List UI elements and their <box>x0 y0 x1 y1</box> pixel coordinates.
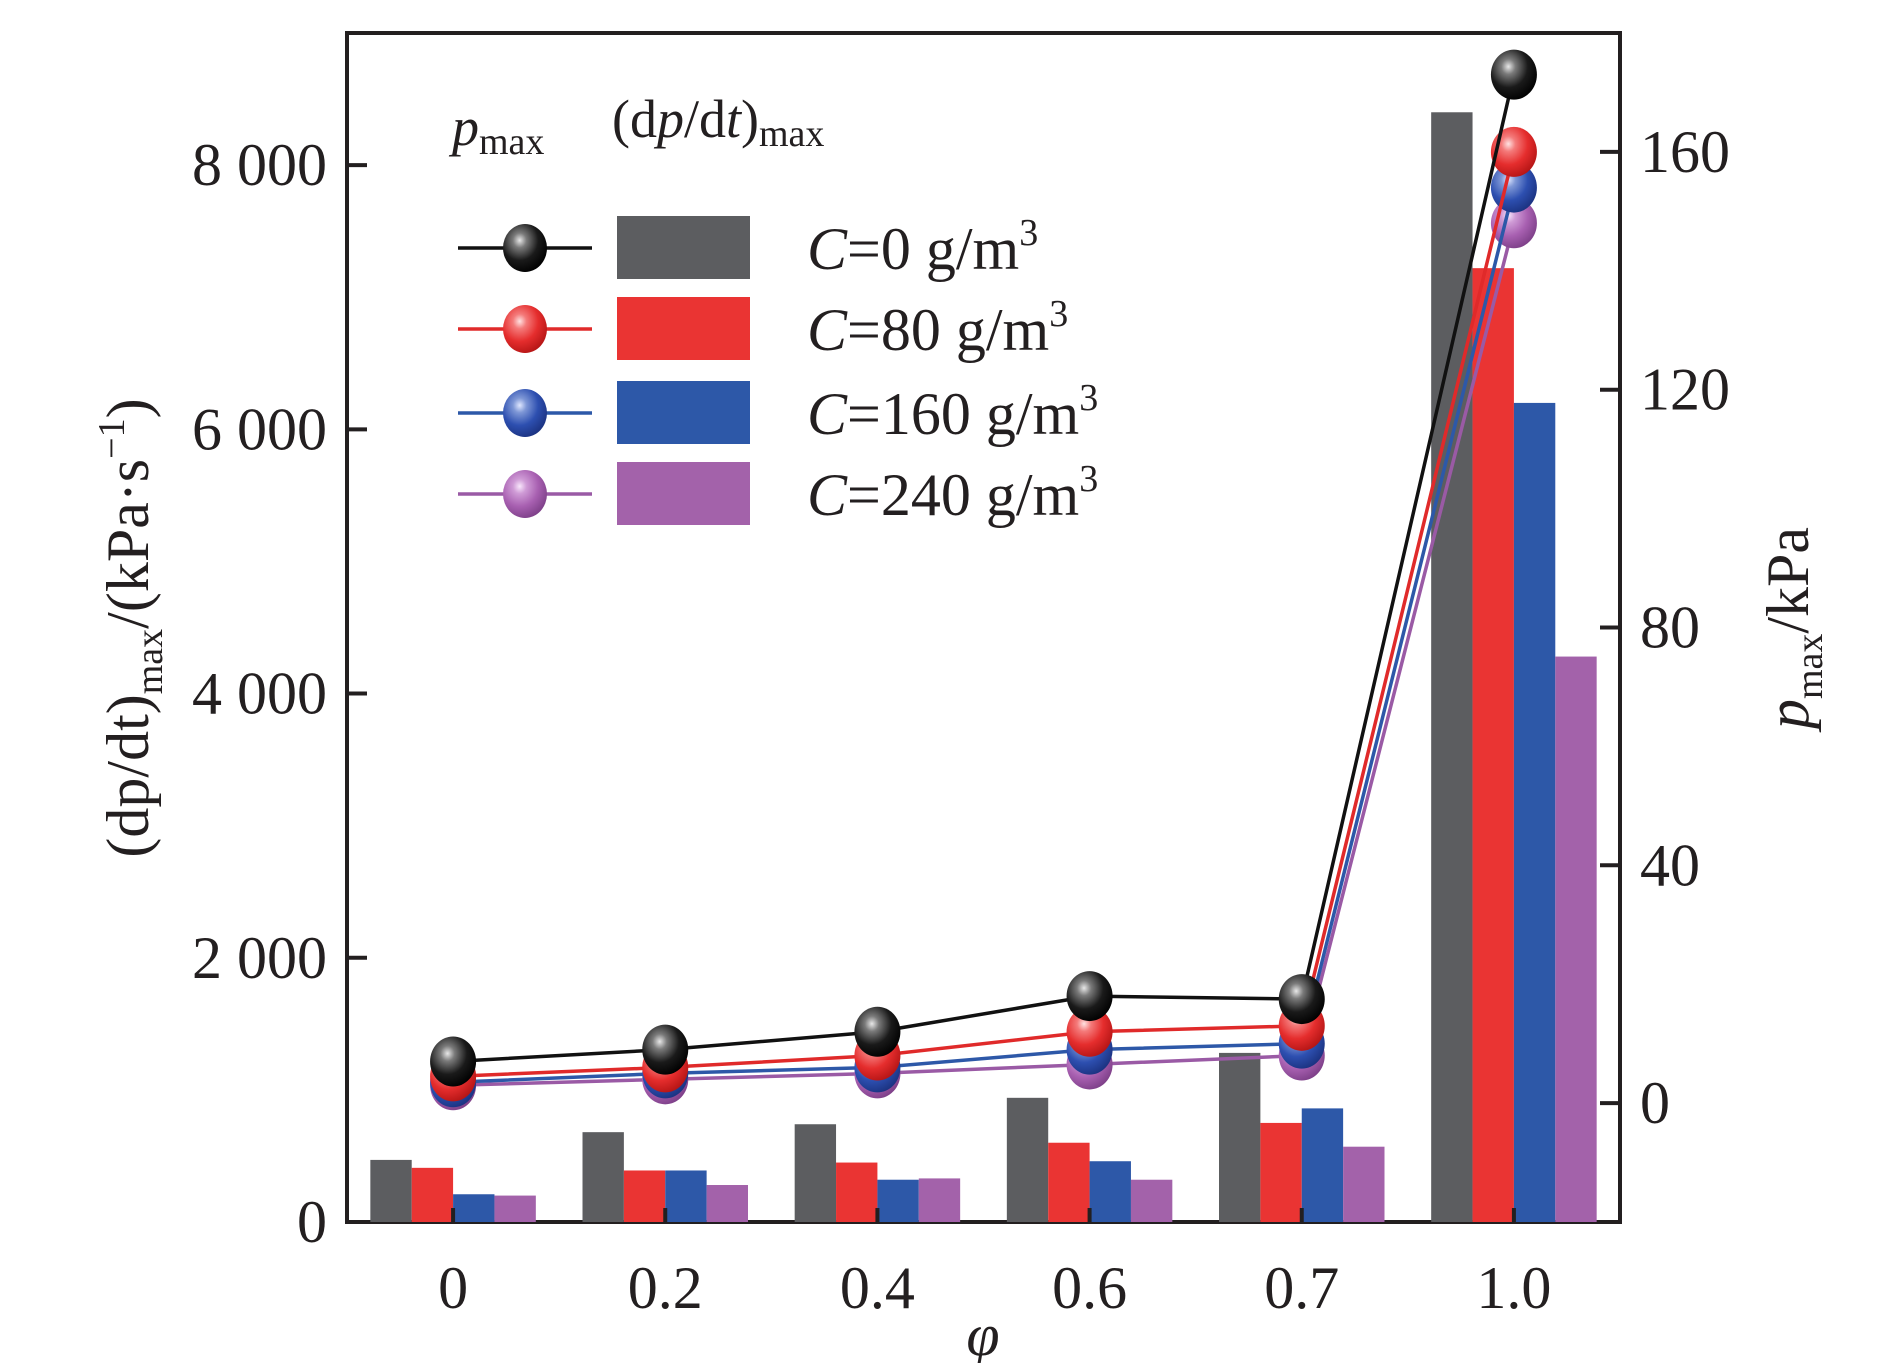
line-series-0 <box>452 74 1516 1064</box>
y-right-tick-label: 40 <box>1640 832 1700 898</box>
bar-0.6-series-2 <box>1089 1161 1131 1222</box>
marker-0.6-series-1 <box>1066 1006 1113 1057</box>
legend-swatch-series-1 <box>617 297 750 360</box>
bar-0.4-series-2 <box>877 1179 919 1222</box>
y-left-tick-label: 4 000 <box>192 661 327 727</box>
bar-0-series-3 <box>494 1195 536 1222</box>
bar-0-series-1 <box>411 1167 454 1222</box>
x-tick-label: 0.2 <box>628 1255 703 1321</box>
legend-label-series-0: C=0 g/m3 <box>807 212 1038 282</box>
lines-layer <box>430 49 1537 1111</box>
y-right-axis-title: pmax/kPa <box>1755 527 1831 733</box>
line-series-3 <box>453 222 1516 1088</box>
bar-0.2-series-3 <box>706 1185 748 1222</box>
bar-0.4-series-1 <box>836 1162 878 1222</box>
bar-1.0-series-0 <box>1431 112 1473 1222</box>
bar-0.2-series-0 <box>582 1132 624 1222</box>
ticks-layer: 0 2 000 4 000 6 000 8 000 0 40 80 120 160 0 0.2 0.4 0… <box>192 119 1730 1321</box>
y-left-axis-title: (dp/dt)max/(kPa·s−1) <box>91 398 171 857</box>
bar-0.2-series-1 <box>623 1170 666 1222</box>
y-right-tick-label: 0 <box>1640 1070 1670 1136</box>
marker-1.0-series-1 <box>1490 126 1537 177</box>
marker-0-series-0 <box>430 1036 477 1087</box>
bar-0.7-series-1 <box>1260 1122 1302 1222</box>
y-right-tick-label: 160 <box>1640 119 1730 185</box>
y-left-tick-label: 6 000 <box>192 396 327 462</box>
bar-0.4-series-3 <box>918 1178 961 1222</box>
legend: pmax (dp/dt)max C=0 g/m3 C=80 g/m3 C=160 g/m… <box>448 89 1098 528</box>
bar-0-series-0 <box>370 1159 412 1222</box>
y-left-tick-label: 8 000 <box>192 132 327 198</box>
bar-1.0-series-1 <box>1472 268 1514 1222</box>
bar-0.7-series-2 <box>1301 1108 1344 1222</box>
bar-0.6-series-0 <box>1006 1097 1049 1222</box>
bar-0-series-2 <box>453 1194 495 1222</box>
legend-marker-series-0 <box>503 224 547 272</box>
y-right-tick-label: 80 <box>1640 595 1700 661</box>
bar-0.7-series-3 <box>1343 1146 1385 1222</box>
legend-swatch-series-0 <box>617 216 750 279</box>
legend-marker-series-1 <box>503 305 547 353</box>
bar-0.6-series-3 <box>1130 1179 1173 1222</box>
marker-0.4-series-0 <box>854 1006 901 1057</box>
legend-swatch-series-2 <box>617 381 750 444</box>
bars-layer <box>370 112 1597 1222</box>
legend-marker-series-3 <box>503 470 547 518</box>
legend-label-series-3: C=240 g/m3 <box>807 458 1098 528</box>
x-tick-label: 0.7 <box>1264 1255 1339 1321</box>
y-left-tick-label: 0 <box>297 1189 327 1255</box>
legend-label-series-1: C=80 g/m3 <box>807 293 1068 363</box>
legend-swatch-series-3 <box>617 462 750 525</box>
bar-1.0-series-3 <box>1555 656 1597 1222</box>
x-tick-label: 0 <box>438 1255 468 1321</box>
y-right-tick-label: 120 <box>1640 357 1730 423</box>
legend-label-series-2: C=160 g/m3 <box>807 377 1098 447</box>
marker-0.7-series-0 <box>1278 974 1325 1025</box>
marker-0.2-series-0 <box>642 1024 689 1075</box>
bar-0.2-series-2 <box>665 1170 707 1222</box>
marker-1.0-series-0 <box>1490 49 1537 100</box>
legend-header-line: pmax <box>448 97 544 163</box>
line-series-2 <box>453 187 1516 1085</box>
x-tick-label: 0.4 <box>840 1255 915 1321</box>
bar-1.0-series-2 <box>1513 402 1556 1222</box>
x-axis-title: φ <box>966 1302 999 1363</box>
bar-0.6-series-1 <box>1048 1142 1090 1222</box>
marker-0.6-series-0 <box>1066 971 1113 1022</box>
line-series-1 <box>453 151 1516 1079</box>
legend-header-bar: (dp/dt)max <box>612 89 824 155</box>
x-tick-label: 0.6 <box>1052 1255 1127 1321</box>
bar-0.7-series-0 <box>1219 1052 1261 1222</box>
x-tick-label: 1.0 <box>1476 1255 1551 1321</box>
legend-marker-series-2 <box>503 389 547 437</box>
bar-0.4-series-0 <box>794 1124 837 1222</box>
y-left-tick-label: 2 000 <box>192 925 327 991</box>
